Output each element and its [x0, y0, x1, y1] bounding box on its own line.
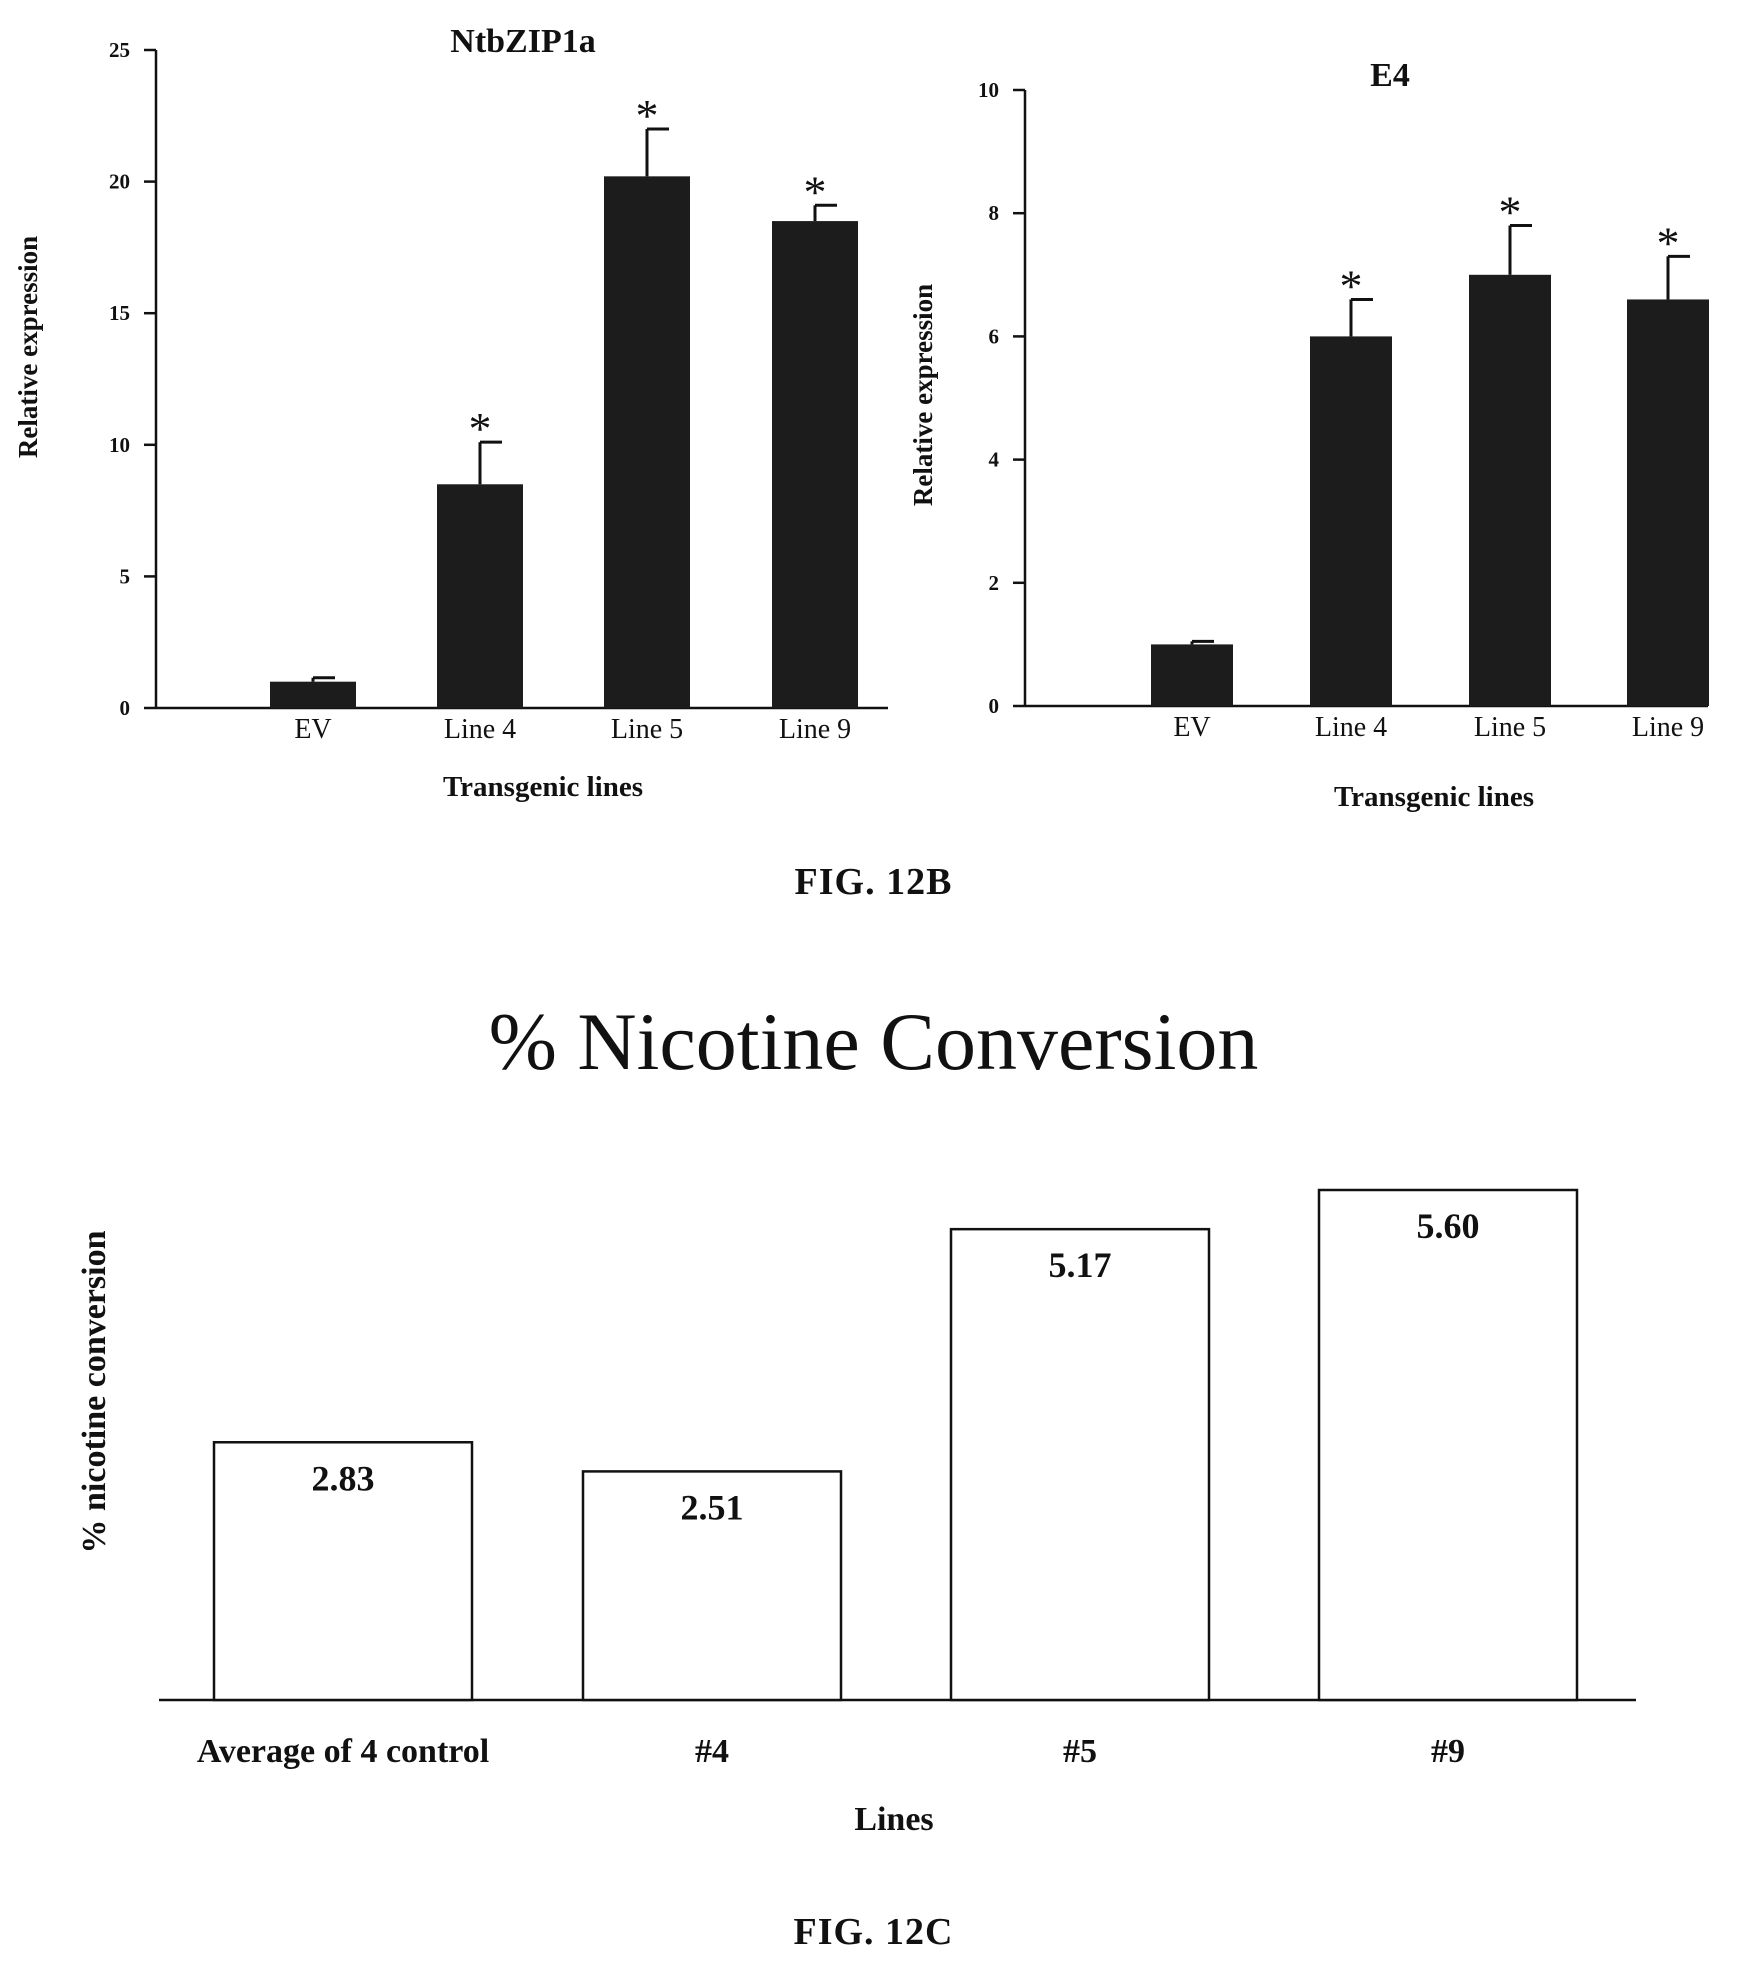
e4-significance-marker: *: [1340, 260, 1363, 311]
e4-y-tick-label: 4: [989, 448, 1000, 472]
ntbzip1a-x-tick-label: EV: [294, 714, 331, 745]
ntbzip1a-y-tick-label: 25: [109, 38, 130, 62]
e4-x-tick-label: Line 9: [1632, 712, 1704, 743]
ntbzip1a-significance-marker: *: [636, 90, 659, 141]
e4-x-tick-label: Line 5: [1474, 712, 1546, 743]
ntbzip1a-significance-marker: *: [804, 166, 827, 217]
e4-x-axis-label: Transgenic lines: [1334, 781, 1534, 813]
ntbzip1a-significance-marker: *: [469, 403, 492, 454]
nicotine-x-tick-label: #9: [1431, 1733, 1465, 1770]
nicotine-conversion-chart: 2.83 Average of 4 control 2.51 #4 5.17 #5 5.60…: [76, 1188, 1636, 1838]
nicotine-data-label: 2.51: [681, 1487, 744, 1527]
e4-chart: 0 2 4 6 8 10 EV * Line 4 * Line 5 * Line 9 E4 Transgen…: [908, 57, 1709, 813]
e4-x-tick-label: Line 4: [1315, 712, 1387, 743]
ntbzip1a-x-tick-label: Line 5: [611, 714, 683, 745]
e4-y-tick-label: 6: [989, 324, 1000, 348]
nicotine-bar: [949, 1227, 1211, 1702]
nicotine-x-tick-label: #5: [1063, 1733, 1097, 1770]
ntbzip1a-y-tick-label: 5: [120, 564, 131, 588]
nicotine-y-axis-label: % nicotine conversion: [76, 1230, 113, 1553]
figure-12c-label: FIG. 12C: [793, 1911, 954, 1953]
e4-y-tick-label: 2: [989, 571, 1000, 595]
ntbzip1a-bar: [604, 176, 690, 708]
e4-bar: [1627, 299, 1709, 706]
e4-y-tick-label: 10: [978, 78, 999, 102]
ntbzip1a-y-tick-label: 20: [109, 170, 130, 194]
ntbzip1a-bar: [270, 681, 356, 708]
e4-y-tick-label: 8: [989, 201, 1000, 225]
nicotine-bar: [581, 1470, 843, 1702]
nicotine-data-label: 2.83: [312, 1458, 375, 1498]
e4-x-tick-label: EV: [1173, 712, 1210, 743]
ntbzip1a-y-axis-label: Relative expression: [13, 236, 43, 458]
ntbzip1a-chart: 0 5 10 15 20 25 EV * Line 4 * Line 5 * Line 9 NtbZIP1…: [13, 23, 888, 803]
ntbzip1a-title: NtbZIP1a: [450, 23, 595, 60]
e4-significance-marker: *: [1499, 187, 1522, 238]
e4-y-tick-label: 0: [989, 694, 1000, 718]
nicotine-x-tick-label: Average of 4 control: [197, 1733, 489, 1770]
ntbzip1a-x-tick-label: Line 9: [779, 714, 851, 745]
e4-bar: [1151, 644, 1233, 706]
ntbzip1a-y-tick-label: 10: [109, 433, 130, 457]
ntbzip1a-bar: [772, 221, 858, 708]
e4-significance-marker: *: [1657, 217, 1680, 268]
e4-y-axis-label: Relative expression: [908, 284, 938, 506]
ntbzip1a-y-tick-label: 15: [109, 301, 130, 325]
nicotine-x-axis-label: Lines: [854, 1801, 933, 1838]
figure-12b-label: FIG. 12B: [794, 861, 953, 903]
nicotine-bar: [212, 1441, 474, 1702]
nicotine-chart-title: % Nicotine Conversion: [488, 996, 1259, 1087]
e4-title: E4: [1370, 57, 1410, 94]
ntbzip1a-y-tick-label: 0: [120, 696, 131, 720]
e4-bar: [1310, 336, 1392, 706]
nicotine-x-tick-label: #4: [695, 1733, 729, 1770]
e4-bar: [1469, 274, 1551, 706]
nicotine-data-label: 5.60: [1417, 1206, 1480, 1246]
ntbzip1a-bar: [437, 484, 523, 708]
ntbzip1a-x-tick-label: Line 4: [444, 714, 516, 745]
ntbzip1a-x-axis-label: Transgenic lines: [443, 771, 643, 803]
nicotine-data-label: 5.17: [1049, 1245, 1112, 1285]
nicotine-bar: [1317, 1188, 1579, 1702]
